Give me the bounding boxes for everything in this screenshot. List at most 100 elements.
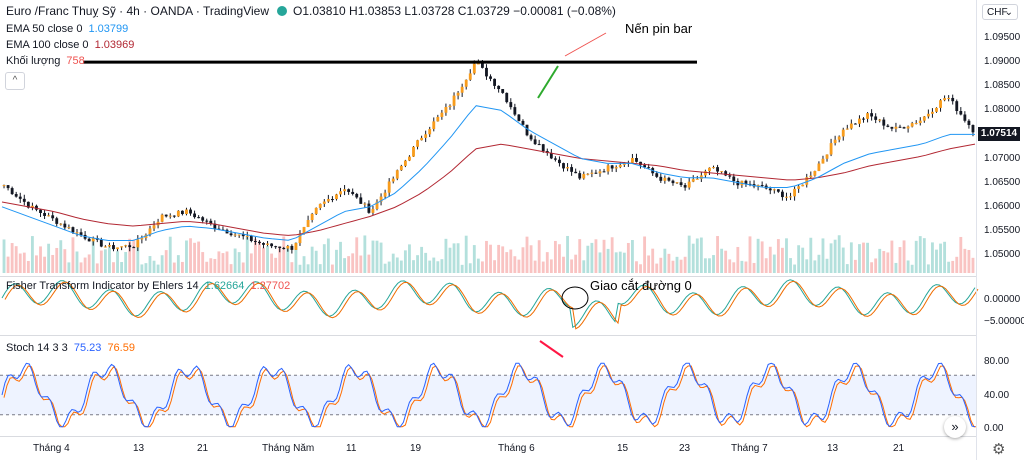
candle-body xyxy=(631,158,634,163)
volume-bar xyxy=(201,252,205,273)
candle-body xyxy=(776,189,780,192)
candle-body xyxy=(6,185,10,189)
candle-body xyxy=(51,215,55,219)
scroll-to-realtime-button[interactable]: » xyxy=(944,416,966,438)
fisher-tick: −5.00000 xyxy=(984,316,1024,327)
volume-bar xyxy=(570,259,574,273)
volume-bar xyxy=(395,257,399,273)
pane-divider xyxy=(0,436,976,437)
volume-bar xyxy=(764,258,768,273)
candle-body xyxy=(278,246,282,248)
candle-body xyxy=(756,185,760,187)
price-tick: 1.07000 xyxy=(984,152,1021,164)
candle-body xyxy=(914,123,918,125)
volume-bar xyxy=(156,264,160,273)
volume-bar xyxy=(339,241,342,273)
volume-bar xyxy=(351,253,355,273)
legend-stoch[interactable]: Stoch 14 3 3 75.23 76.59 xyxy=(6,342,135,354)
candle-body xyxy=(635,158,638,162)
volume-bar xyxy=(878,248,882,273)
volume-bar xyxy=(99,250,103,273)
candle-body xyxy=(26,201,30,208)
volume-bar xyxy=(298,264,302,273)
candle-body xyxy=(335,194,338,200)
collapse-legend-button[interactable]: ^ xyxy=(5,72,25,90)
volume-bar xyxy=(172,262,176,273)
candle-body xyxy=(785,196,788,198)
candle-body xyxy=(886,125,890,127)
candle-body xyxy=(667,177,671,181)
candle-body xyxy=(874,116,878,120)
volume-bar xyxy=(866,242,869,273)
candle-body xyxy=(509,102,513,108)
price-tick: 1.06000 xyxy=(984,200,1021,212)
candle-body xyxy=(14,194,18,197)
currency-select[interactable]: CHF ⌄ xyxy=(982,4,1018,20)
legend-ema100[interactable]: EMA 100 close 0 1.03969 xyxy=(6,39,135,51)
volume-bar xyxy=(545,252,549,273)
candle-body xyxy=(420,137,424,141)
volume-bar xyxy=(103,249,107,273)
volume-bar xyxy=(26,260,30,273)
zero-cross-annotation: Giao cắt đường 0 xyxy=(590,278,692,293)
stoch-tick: 80.00 xyxy=(984,356,1010,367)
volume-bar xyxy=(675,256,679,273)
volume-bar xyxy=(241,262,245,273)
volume-bar xyxy=(387,261,391,273)
volume-bar xyxy=(797,245,801,273)
candle-body xyxy=(371,209,375,213)
volume-bar xyxy=(428,260,432,273)
volume-bar xyxy=(347,256,351,273)
volume-bar xyxy=(120,262,124,273)
candle-body xyxy=(772,189,776,191)
candle-body xyxy=(266,243,269,245)
volume-bar xyxy=(493,260,497,273)
candle-body xyxy=(687,181,691,188)
candle-body xyxy=(679,182,683,186)
candle-body xyxy=(241,234,245,237)
volume-bar xyxy=(935,249,938,273)
candle-body xyxy=(716,167,719,172)
volume-bar xyxy=(963,248,967,273)
candle-body xyxy=(330,199,334,201)
candle-body xyxy=(805,177,809,185)
volume-bar xyxy=(849,242,853,273)
candle-body xyxy=(460,86,464,93)
volume-bar xyxy=(902,240,906,273)
candle-body xyxy=(282,247,286,249)
volume-bar xyxy=(43,256,46,273)
candle-body xyxy=(643,165,647,168)
volume-bar xyxy=(756,238,760,273)
volume-bar xyxy=(525,236,529,273)
volume-bar xyxy=(6,256,10,273)
candle-body xyxy=(586,173,590,175)
candle-body xyxy=(314,207,318,214)
volume-bar xyxy=(193,242,196,273)
stoch-tick: 0.00 xyxy=(984,423,1004,434)
candle-body xyxy=(574,171,578,174)
volume-bar xyxy=(59,240,63,273)
volume-bar xyxy=(197,241,201,273)
volume-bar xyxy=(282,236,286,273)
gear-icon[interactable]: ⚙ xyxy=(992,441,1006,458)
volume-bar xyxy=(217,251,221,273)
candle-body xyxy=(237,234,241,236)
candle-body xyxy=(274,246,278,248)
volume-bar xyxy=(185,240,188,273)
candle-body xyxy=(935,107,938,112)
volume-bar xyxy=(789,258,792,273)
legend-volume[interactable]: Khối lượng 758 xyxy=(6,55,85,67)
volume-bar xyxy=(833,239,837,273)
legend-fisher[interactable]: Fisher Transform Indicator by Ehlers 14 … xyxy=(6,280,291,292)
volume-bar xyxy=(736,246,740,273)
stoch-pane xyxy=(0,340,977,428)
candle-body xyxy=(176,210,180,217)
symbol-title[interactable]: Euro /Franc Thuỵ Sỹ · 4h · OANDA · Tradi… xyxy=(6,4,269,18)
legend-ema50[interactable]: EMA 50 close 0 1.03799 xyxy=(6,23,129,35)
volume-bar xyxy=(825,258,829,273)
candle-body xyxy=(18,196,22,199)
volume-bar xyxy=(189,238,192,273)
candle-body xyxy=(521,120,525,125)
candle-body xyxy=(59,223,63,225)
